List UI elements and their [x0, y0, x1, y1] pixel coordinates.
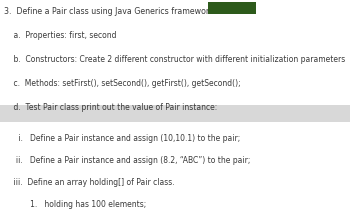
Text: d.  Test Pair class print out the value of Pair instance:: d. Test Pair class print out the value o… [4, 103, 217, 112]
Text: a.  Properties: first, second: a. Properties: first, second [4, 31, 116, 40]
Bar [0, 104, 350, 122]
Text: 1.   holding has 100 elements;: 1. holding has 100 elements; [4, 200, 146, 209]
Text: i.   Define a Pair instance and assign (10,10.1) to the pair;: i. Define a Pair instance and assign (10… [4, 134, 240, 143]
Text: ii.   Define a Pair instance and assign (8.2, “ABC”) to the pair;: ii. Define a Pair instance and assign (8… [4, 156, 250, 165]
Text: b.  Constructors: Create 2 different constructor with different initialization p: b. Constructors: Create 2 different cons… [4, 55, 345, 64]
Text: iii.  Define an array holding[] of Pair class.: iii. Define an array holding[] of Pair c… [4, 178, 174, 187]
Text: c.  Methods: setFirst(), setSecond(), getFirst(), getSecond();: c. Methods: setFirst(), setSecond(), get… [4, 79, 240, 88]
Bar [208, 2, 256, 14]
Text: 3.  Define a Pair class using Java Generics framework: 3. Define a Pair class using Java Generi… [4, 7, 213, 16]
